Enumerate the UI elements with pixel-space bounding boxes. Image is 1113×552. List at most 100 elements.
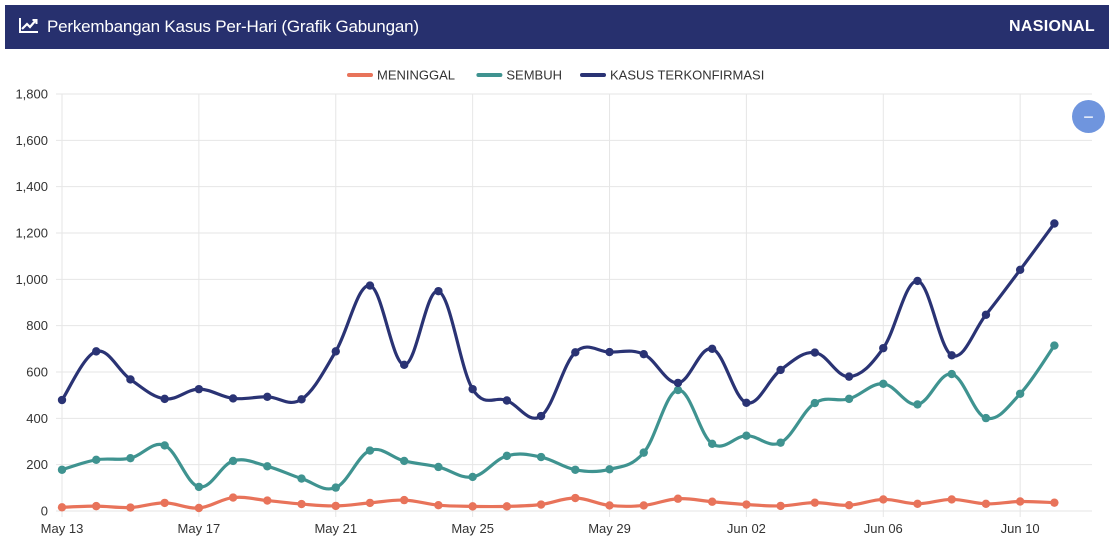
data-point <box>126 503 135 512</box>
legend-label: SEMBUH <box>506 68 562 83</box>
data-point <box>126 453 135 463</box>
data-point <box>707 439 717 449</box>
data-point <box>707 497 717 506</box>
data-point <box>228 493 238 502</box>
collapse-button[interactable]: − <box>1072 100 1105 133</box>
y-tick-label: 800 <box>26 318 48 333</box>
scope-label: NASIONAL <box>1009 18 1095 35</box>
data-point <box>263 496 272 505</box>
data-point <box>776 501 785 511</box>
data-point <box>536 452 546 462</box>
x-tick-label: May 29 <box>588 521 631 536</box>
header-left: Perkembangan Kasus Per-Hari (Grafik Gabu… <box>19 17 419 38</box>
data-point <box>400 495 409 505</box>
data-point <box>400 456 409 466</box>
data-point <box>331 347 340 356</box>
data-point <box>639 448 648 457</box>
data-point <box>844 394 854 404</box>
data-point <box>502 396 512 405</box>
data-point <box>913 400 922 409</box>
data-point <box>160 498 169 508</box>
x-tick-label: May 13 <box>41 521 84 536</box>
data-point <box>57 503 67 512</box>
data-point <box>92 455 101 465</box>
data-point <box>365 281 375 290</box>
data-point <box>742 431 751 440</box>
data-point <box>194 384 204 394</box>
data-point <box>194 482 204 492</box>
data-point <box>776 365 785 375</box>
data-point <box>263 462 272 471</box>
data-point <box>742 500 751 509</box>
series-line <box>60 343 1056 491</box>
data-point <box>297 474 306 483</box>
data-point <box>879 495 888 504</box>
x-tick-label: May 21 <box>314 521 357 536</box>
data-point <box>434 286 443 296</box>
data-point <box>297 395 306 404</box>
x-tick-label: Jun 10 <box>1001 521 1040 536</box>
data-point <box>468 502 477 511</box>
data-point <box>194 503 204 513</box>
data-point <box>913 276 922 286</box>
series-sembuh <box>57 341 1059 492</box>
data-point <box>1015 265 1025 275</box>
legend-item: KASUS TERKONFIRMASI <box>580 68 764 83</box>
data-point <box>879 379 888 389</box>
data-point <box>1050 498 1059 507</box>
y-tick-label: 200 <box>26 457 48 472</box>
data-point <box>605 465 614 474</box>
data-point <box>707 344 717 354</box>
data-point <box>605 347 614 357</box>
data-point <box>844 501 854 510</box>
data-point <box>365 498 375 508</box>
data-point <box>810 398 820 408</box>
chart-header: Perkembangan Kasus Per-Hari (Grafik Gabu… <box>5 5 1109 49</box>
x-tick-label: May 17 <box>178 521 221 536</box>
data-point <box>331 483 340 492</box>
y-tick-label: 0 <box>41 504 48 519</box>
y-tick-label: 1,600 <box>15 133 48 148</box>
legend-item: MENINGGAL <box>347 68 455 83</box>
data-point <box>639 349 648 359</box>
data-point <box>536 500 546 509</box>
data-point <box>365 446 375 455</box>
y-tick-label: 1,800 <box>15 87 48 102</box>
data-point <box>947 495 956 504</box>
data-point <box>810 498 820 507</box>
legend-label: KASUS TERKONFIRMASI <box>610 68 764 83</box>
data-point <box>981 499 991 509</box>
data-point <box>981 413 991 423</box>
y-tick-label: 400 <box>26 411 48 426</box>
series-meninggal <box>57 493 1059 513</box>
line-chart: MENINGGAL SEMBUH KASUS TERKONFIRMASI 0 200 40… <box>15 68 1092 536</box>
data-point <box>160 394 169 404</box>
data-point <box>844 372 854 381</box>
data-point <box>947 351 956 360</box>
data-point <box>742 398 751 408</box>
series-line <box>60 495 1056 510</box>
y-tick-label: 1,400 <box>15 179 48 194</box>
legend-item: SEMBUH <box>476 68 562 83</box>
data-point <box>331 501 340 511</box>
data-point <box>947 369 956 379</box>
data-point <box>502 451 512 461</box>
data-point <box>810 348 820 357</box>
data-point <box>126 375 135 384</box>
minus-icon: − <box>1083 106 1094 127</box>
series-line <box>60 221 1056 420</box>
data-point <box>228 456 238 466</box>
data-point <box>536 411 546 421</box>
data-point <box>673 378 683 388</box>
data-point <box>1050 341 1059 350</box>
y-tick-label: 600 <box>26 365 48 380</box>
data-point <box>605 501 614 510</box>
data-point <box>468 384 477 394</box>
y-tick-label: 1,000 <box>15 272 48 287</box>
data-point <box>297 499 306 509</box>
data-point <box>434 501 443 510</box>
x-tick-label: May 25 <box>451 521 494 536</box>
data-point <box>913 499 922 509</box>
data-point <box>571 493 580 503</box>
data-point <box>160 441 169 450</box>
